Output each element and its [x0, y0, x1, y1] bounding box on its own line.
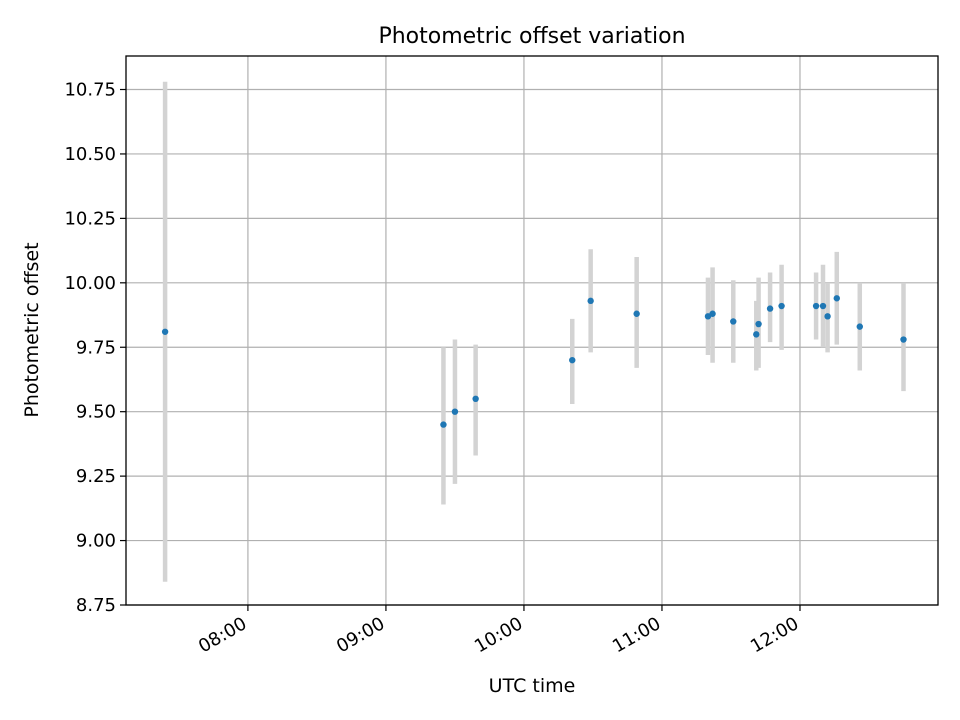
data-point	[709, 310, 716, 317]
data-point	[633, 310, 640, 317]
x-tick-label: 10:00	[471, 613, 526, 657]
data-point	[753, 331, 760, 338]
data-point	[900, 336, 907, 343]
data-point	[569, 356, 576, 364]
data-point	[819, 302, 827, 310]
data-points	[161, 295, 907, 428]
data-point	[472, 395, 479, 403]
data-point	[824, 313, 831, 320]
y-axis-label: Photometric offset	[21, 242, 43, 417]
y-tick-label: 10.00	[64, 273, 116, 294]
data-point	[856, 323, 863, 330]
data-point	[440, 421, 447, 428]
data-point	[587, 297, 594, 305]
x-axis-label: UTC time	[489, 675, 576, 697]
data-point	[161, 328, 169, 335]
data-point	[778, 302, 785, 310]
x-tick-label: 09:00	[333, 613, 388, 657]
data-point	[812, 302, 820, 310]
y-tick-label: 10.75	[64, 80, 116, 101]
y-tick-label: 9.50	[76, 402, 116, 423]
x-tick-label: 08:00	[195, 613, 250, 657]
x-axis-ticks: 08:00 09:00 10:00 11:00 12:00	[195, 605, 802, 657]
y-axis-ticks: 8.75 9.00 9.25 9.50 9.75 10.00 10.25 10.50 10.75	[64, 80, 126, 616]
y-tick-label: 9.00	[76, 531, 116, 552]
data-point	[451, 408, 459, 415]
chart-title: Photometric offset variation	[378, 24, 685, 49]
error-bars	[162, 81, 906, 582]
data-point	[755, 320, 762, 328]
data-point	[833, 295, 840, 302]
y-tick-label: 10.50	[64, 144, 116, 165]
data-point	[766, 305, 774, 312]
x-tick-label: 12:00	[747, 613, 802, 657]
y-tick-label: 8.75	[76, 595, 116, 616]
y-tick-label: 9.75	[76, 337, 116, 358]
x-tick-label: 11:00	[609, 613, 664, 657]
plot-frame	[125, 55, 939, 606]
y-tick-label: 10.25	[64, 208, 116, 229]
y-tick-label: 9.25	[76, 466, 116, 487]
data-point	[730, 318, 737, 325]
